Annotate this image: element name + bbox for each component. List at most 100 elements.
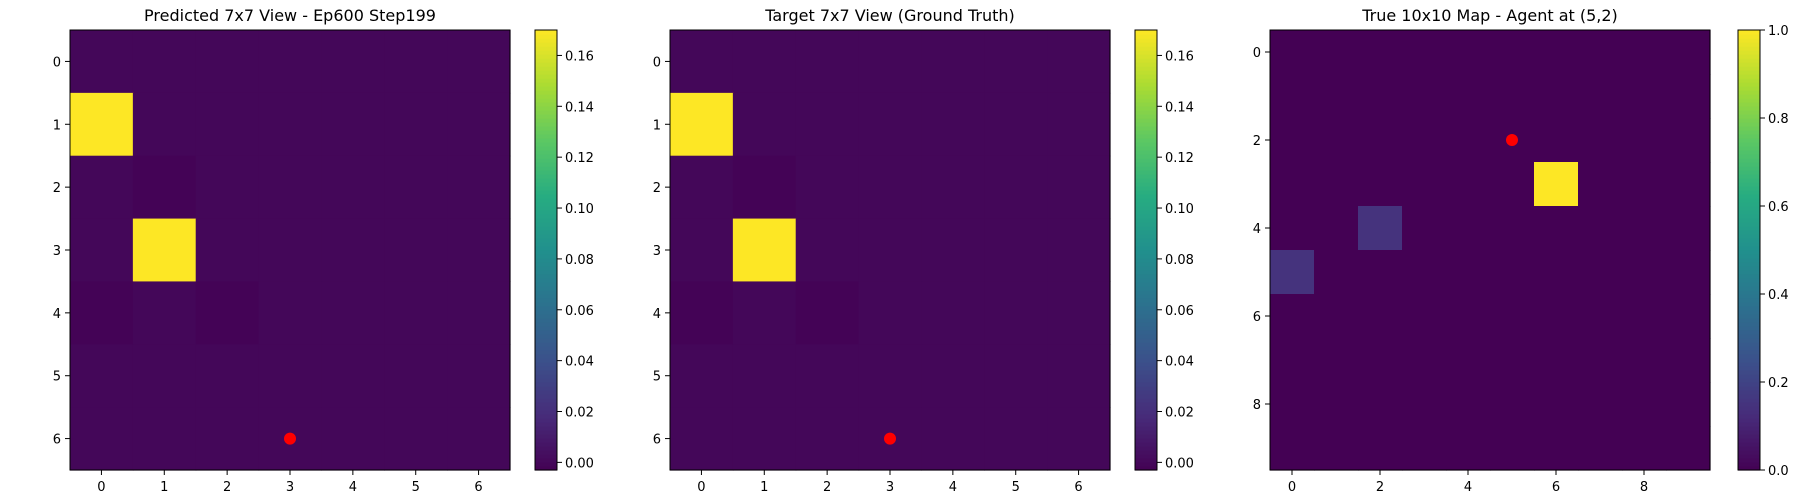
colorbar-segment (535, 442, 557, 447)
colorbar-segment (1135, 102, 1157, 107)
colorbar-segment (1738, 454, 1760, 459)
heatmap-cell (1622, 30, 1667, 75)
heatmap-cell (1402, 338, 1447, 383)
heatmap-cell (1534, 30, 1579, 75)
colorbar-segment (535, 46, 557, 51)
colorbar-segment (535, 146, 557, 151)
colorbar-segment (1135, 430, 1157, 435)
agent-marker (1506, 134, 1518, 146)
heatmap-cell (195, 92, 260, 157)
colorbar-segment (535, 182, 557, 187)
heatmap-cell (1402, 426, 1447, 471)
heatmap-cell (1622, 74, 1667, 119)
colorbar-segment (1135, 282, 1157, 287)
panel-true-map: True 10x10 Map - Agent at (5,2) 0 2 4 6 8 0 2 4 6… (1253, 6, 1789, 495)
colorbar-tick-label: 0.00 (565, 456, 594, 471)
colorbar-segment (1738, 426, 1760, 431)
heatmap-cell (984, 155, 1048, 220)
colorbar-segment (535, 142, 557, 147)
heatmap-cell (670, 218, 734, 283)
colorbar-segment (535, 54, 557, 59)
colorbar-segment (1738, 354, 1760, 359)
colorbar-segment (1135, 322, 1157, 327)
heatmap-cell (1446, 338, 1491, 383)
colorbar-segment (1135, 134, 1157, 139)
colorbar-segment (535, 270, 557, 275)
colorbar-segment (1135, 262, 1157, 267)
colorbar-segment (1738, 342, 1760, 347)
colorbar-segment (1135, 302, 1157, 307)
agent-marker (884, 432, 896, 445)
colorbar-segment (535, 34, 557, 39)
colorbar-segment (1135, 378, 1157, 383)
x-tick-label: 4 (949, 480, 957, 495)
y-tick-label: 6 (653, 433, 661, 448)
heatmap-cell (795, 281, 860, 345)
colorbar-segment (535, 242, 557, 247)
colorbar-segment (1738, 78, 1760, 83)
heatmap-cell (195, 281, 260, 345)
colorbar-segment (1135, 386, 1157, 391)
colorbar-segment (1135, 314, 1157, 319)
colorbar-segment (1135, 306, 1157, 311)
heatmap-cell (984, 407, 1048, 471)
colorbar-segment (535, 298, 557, 303)
colorbar-segment (535, 154, 557, 159)
heatmap-cell (858, 30, 923, 94)
colorbar-segment (1135, 90, 1157, 95)
colorbar-segment (1738, 398, 1760, 403)
heatmap-cell (1446, 250, 1491, 295)
colorbar-segment (535, 458, 557, 463)
colorbar-segment (1135, 294, 1157, 299)
heatmap-cell (1314, 30, 1359, 75)
colorbar-segment (1135, 126, 1157, 131)
colorbar-segment (535, 414, 557, 419)
heatmap-cell (858, 281, 923, 345)
heatmap-cell (447, 344, 511, 408)
colorbar-tick-label: 0.12 (565, 151, 594, 166)
heatmap-cell (70, 407, 134, 471)
colorbar-segment (1135, 354, 1157, 359)
colorbar-segment (1135, 290, 1157, 295)
colorbar-tick-label: 0.06 (565, 304, 594, 319)
heatmap-cell (1402, 382, 1447, 427)
x-tick-label: 5 (412, 480, 420, 495)
colorbar-segment (1135, 174, 1157, 179)
heatmap-cell (1490, 294, 1535, 339)
colorbar-segment (1738, 286, 1760, 291)
colorbar-segment (1135, 86, 1157, 91)
heatmap-cell (447, 218, 511, 283)
x-tick-label: 5 (1012, 480, 1020, 495)
colorbar-segment (1738, 134, 1760, 139)
heatmap-cell (1402, 250, 1447, 295)
heatmap-cell (1622, 338, 1667, 383)
colorbar-tick-label: 0.02 (565, 406, 594, 421)
colorbar-segment (1135, 142, 1157, 147)
colorbar-segment (1738, 222, 1760, 227)
heatmap-cell (732, 281, 797, 345)
colorbar-segment (1738, 238, 1760, 243)
y-tick-label: 2 (53, 181, 61, 196)
colorbar-segment (1135, 238, 1157, 243)
heatmap-cell (1534, 250, 1579, 295)
heatmap-cell (858, 155, 923, 220)
heatmap-cell (1402, 162, 1447, 207)
heatmap-cell (795, 30, 860, 94)
colorbar-segment (535, 330, 557, 335)
colorbar-segment (1738, 446, 1760, 451)
colorbar-segment (535, 202, 557, 207)
colorbar-segment (1738, 390, 1760, 395)
colorbar-segment (1135, 226, 1157, 231)
heatmap-cell (732, 407, 797, 471)
heatmap-cell (70, 30, 134, 94)
heatmap-cell (1490, 250, 1535, 295)
colorbar-segment (535, 198, 557, 203)
colorbar-segment (1135, 346, 1157, 351)
agent-marker (284, 432, 296, 445)
colorbar-segment (1738, 234, 1760, 239)
colorbar-segment (1135, 162, 1157, 167)
colorbar-segment (1135, 58, 1157, 63)
heatmap-cell (70, 92, 134, 157)
heatmap-cell (1358, 206, 1403, 251)
heatmap-cell (670, 344, 734, 408)
